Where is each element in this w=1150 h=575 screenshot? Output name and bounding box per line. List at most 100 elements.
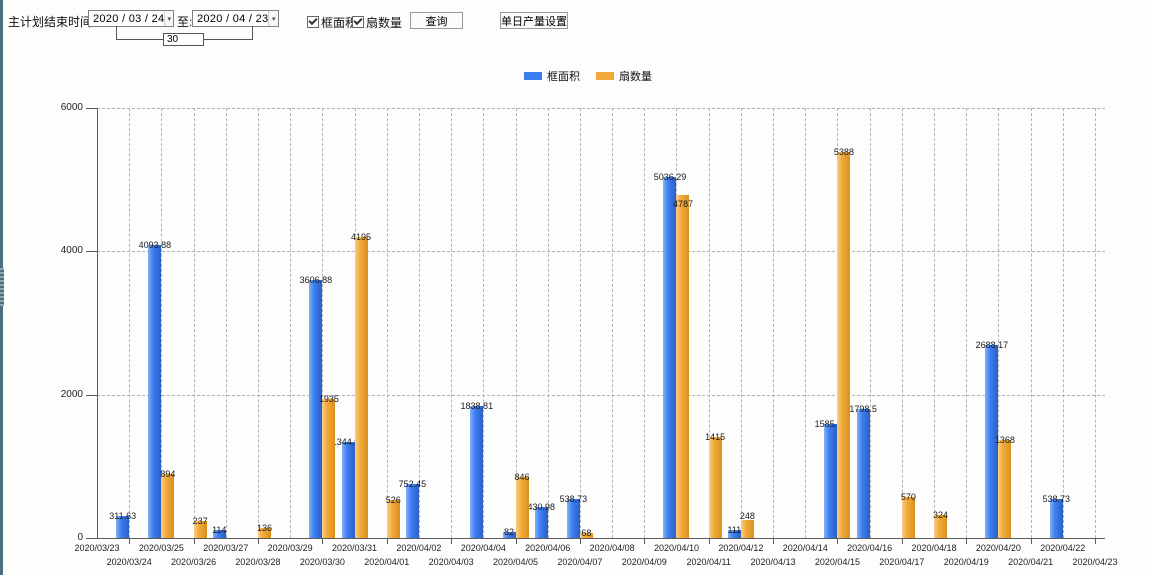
y-axis-label: 6000 [60,102,83,113]
bracket-line [252,26,253,40]
frame-area-checkbox[interactable] [307,15,319,28]
x-axis-date-label: 2020/04/13 [750,557,796,567]
x-axis-date-label: 2020/04/01 [364,557,410,567]
x-axis-date-label: 2020/04/08 [589,543,635,553]
end-date-picker[interactable]: 2020 / 04 / 23 ▾ [192,10,279,27]
x-axis-date-label: 2020/04/07 [557,557,603,567]
x-axis-date-label: 2020/04/14 [782,543,828,553]
gridline-vertical [579,108,581,538]
x-axis-date-label: 2020/04/11 [686,557,731,567]
x-axis-tick [257,539,259,544]
y-axis-label: 0 [77,532,83,543]
x-axis-date-label: 2020/03/27 [203,543,249,553]
x-axis-date-label: 2020/04/04 [460,543,506,553]
frame-area-bar [856,409,870,538]
query-button[interactable]: 查询 [410,12,463,29]
y-axis-label: 2000 [60,388,83,400]
x-axis-tick [129,539,131,544]
frame-area-bar [663,177,677,538]
x-axis-tick [966,539,968,544]
x-axis-date-label: 2020/03/28 [235,557,281,567]
start-date-picker[interactable]: 2020 / 03 / 24 ▾ [88,10,174,27]
fan-qty-bar [676,194,690,538]
x-axis-date-label: 2020/03/26 [171,557,217,567]
x-axis-date-label: 2020/04/10 [653,543,699,553]
fan-qty-checkbox[interactable] [352,15,364,28]
gridline-vertical [1095,108,1096,538]
chevron-down-icon[interactable]: ▾ [164,11,173,26]
frame-area-bar [116,515,130,538]
y-axis-label: 4000 [60,245,83,257]
bar-value-label: 4093.88 [138,239,172,250]
x-axis-tick [644,539,646,544]
day-span-input[interactable] [163,33,204,46]
frame-area-bar [502,532,516,538]
bar-value-label: 1838.81 [460,401,494,412]
x-axis-tick [837,539,839,544]
chart-legend: 框面积 扇数量 [524,68,668,84]
bar-value-label: 894 [160,468,176,479]
gridline-vertical [805,108,807,538]
gridline-vertical [547,108,549,538]
start-date-value: 2020 / 03 / 24 [93,12,165,25]
window-splitter[interactable] [0,0,4,575]
gridline-vertical [901,108,903,538]
frame-area-checkbox-label[interactable]: 框面积 [321,16,358,30]
bar-value-label: 2688.17 [975,340,1009,351]
gridline-vertical [386,108,388,538]
fan-qty-bar [901,497,915,538]
fan-qty-bar [837,151,851,538]
y-axis-tick [86,108,97,109]
to-label: 至: [177,15,193,29]
x-axis-date-label: 2020/03/30 [299,557,345,567]
bar-value-label: 237 [192,516,208,526]
x-axis-date-label: 2020/04/02 [396,543,442,553]
chevron-down-icon[interactable]: ▾ [268,11,278,26]
gridline-vertical [740,108,742,538]
fan-qty-bar [708,436,722,538]
bar-value-label: 4195 [351,232,372,243]
x-axis-tick [773,539,775,544]
daily-output-settings-button[interactable]: 单日产量设置 [500,12,568,29]
gridline-vertical [418,108,420,538]
gridline-horizontal [97,108,1105,109]
frame-area-bar [727,530,741,538]
legend-item: 扇数量 [596,68,652,84]
gridline-vertical [934,108,936,538]
x-axis-date-label: 2020/04/20 [975,543,1021,553]
x-axis-date-label: 2020/04/23 [1072,557,1118,567]
x-axis-tick [322,539,324,544]
splitter-grip-icon[interactable] [0,268,4,306]
gridline-vertical [708,108,710,538]
x-axis-date-label: 2020/03/25 [138,543,184,553]
gridline-vertical [773,108,775,538]
legend-swatch-icon [596,72,614,80]
x-axis-date-label: 2020/04/19 [943,557,989,567]
fan-qty-checkbox-label[interactable]: 扇数量 [366,16,403,30]
gridline-vertical [483,108,485,538]
gridline-horizontal [97,251,1105,253]
x-axis-tick [901,539,903,544]
fan-qty-bar [161,473,175,538]
x-axis-date-label: 2020/03/24 [106,557,152,567]
y-axis-line [97,108,98,538]
legend-item: 框面积 [524,68,580,84]
x-axis-tick [708,539,710,544]
frame-area-bar [534,507,548,538]
frame-area-bar [566,499,580,538]
fan-qty-bar [354,237,368,538]
x-axis-tick [515,539,517,544]
bar-value-label: 538.73 [1042,494,1071,505]
frame-area-bar [1049,499,1063,538]
bracket-line [116,26,117,40]
bar-value-label: 5036.29 [653,172,687,183]
x-axis-date-label: 2020/04/05 [492,557,539,567]
gridline-vertical [451,108,453,538]
bar-value-label: 1935 [318,394,339,405]
gridline-vertical [644,108,646,538]
gridline-vertical [966,108,968,538]
bracket-line [203,39,252,40]
plan-end-time-label: 主计划结束时间: [8,15,96,29]
frame-area-bar [405,484,419,538]
